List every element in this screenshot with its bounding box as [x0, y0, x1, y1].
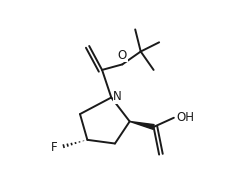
Text: F: F: [50, 141, 57, 154]
Text: N: N: [113, 90, 122, 103]
Polygon shape: [130, 121, 154, 129]
Text: OH: OH: [177, 111, 195, 124]
Text: O: O: [118, 49, 127, 62]
